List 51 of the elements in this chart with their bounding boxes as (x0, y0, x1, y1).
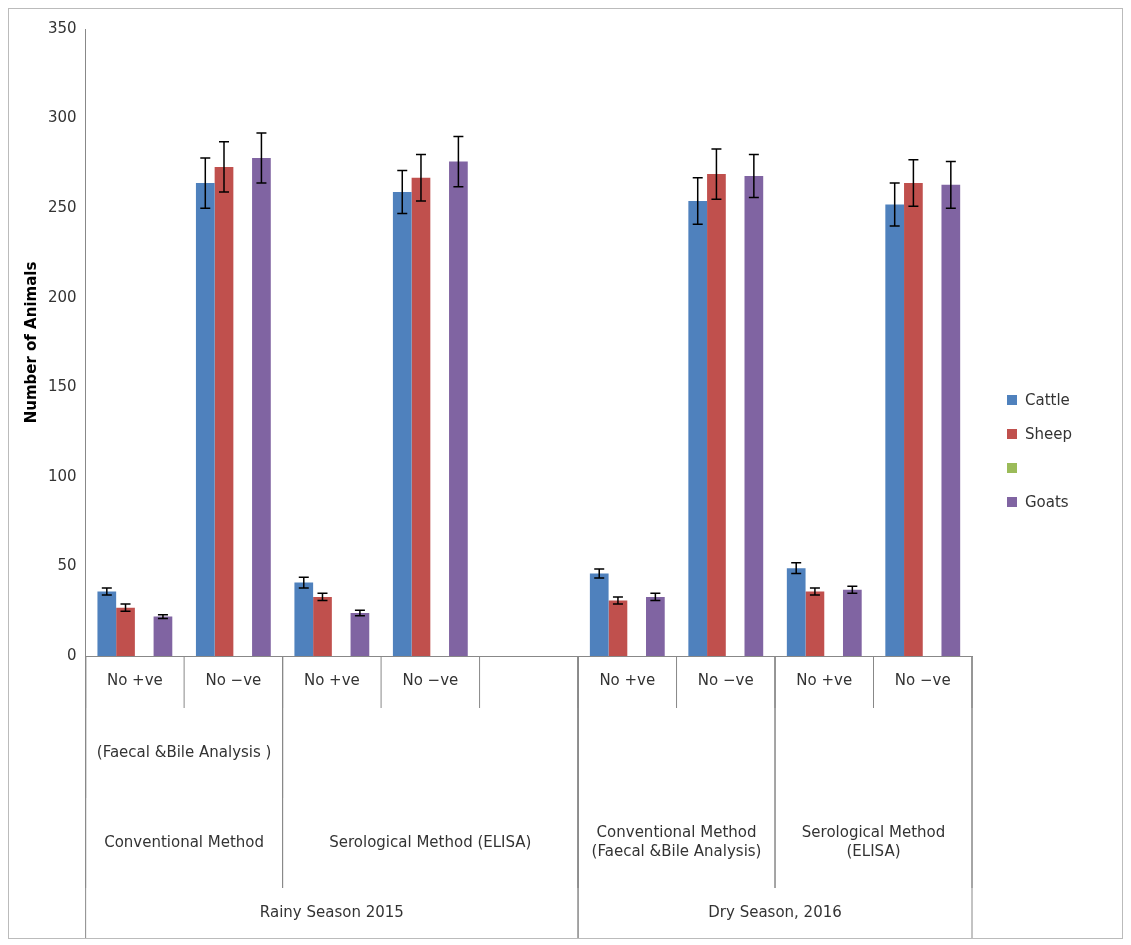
bar (941, 184, 961, 656)
bar (805, 591, 825, 656)
legend-label: Cattle (1025, 391, 1070, 409)
bar (116, 607, 135, 656)
y-tick-label: 200 (47, 287, 77, 306)
y-axis-title: Number of Animals (21, 261, 40, 424)
x-tick-label: No +ve (106, 670, 163, 689)
bar (688, 200, 708, 656)
y-tick-label: 350 (47, 18, 77, 37)
bar (313, 596, 332, 656)
bar (195, 183, 215, 656)
text: (Faecal &Bile Analysis ) (96, 742, 272, 761)
bar (411, 177, 431, 656)
bar (392, 192, 412, 656)
bar (97, 591, 117, 656)
text: Rainy Season 2015 (259, 902, 404, 921)
text: Conventional Method (104, 832, 265, 851)
legend-label: Goats (1025, 493, 1069, 511)
bar (842, 589, 862, 656)
y-tick-label: 250 (47, 198, 77, 217)
bar (153, 616, 173, 656)
bar (885, 204, 905, 656)
x-tick-label: No −ve (205, 670, 262, 689)
text: Conventional Method (Faecal &Bile Analysis) (591, 823, 762, 861)
x-tick-label: No −ve (402, 670, 459, 689)
bar (252, 157, 271, 656)
bar (608, 600, 628, 656)
y-tick-label: 50 (57, 556, 77, 575)
bar (350, 613, 370, 656)
bar (786, 568, 806, 656)
bar (589, 573, 609, 656)
x-tick-label: No +ve (599, 670, 656, 689)
text: Dry Season, 2016 (708, 902, 842, 921)
x-tick-label: No +ve (303, 670, 360, 689)
y-tick-label: 150 (47, 377, 77, 396)
text: Serological Method (ELISA) (329, 832, 532, 851)
legend-label: Sheep (1025, 425, 1073, 443)
bar (707, 174, 726, 656)
y-tick-label: 100 (47, 466, 77, 485)
bar (294, 582, 314, 656)
bar (904, 183, 923, 656)
y-tick-label: 0 (67, 645, 77, 664)
text: Serological Method (ELISA) (801, 823, 946, 861)
bar (744, 175, 764, 656)
x-tick-label: No +ve (796, 670, 853, 689)
bar (449, 161, 468, 656)
bar (214, 166, 234, 656)
bar (646, 596, 665, 656)
y-tick-label: 300 (47, 108, 77, 127)
x-tick-label: No −ve (697, 670, 754, 689)
x-tick-label: No −ve (894, 670, 951, 689)
